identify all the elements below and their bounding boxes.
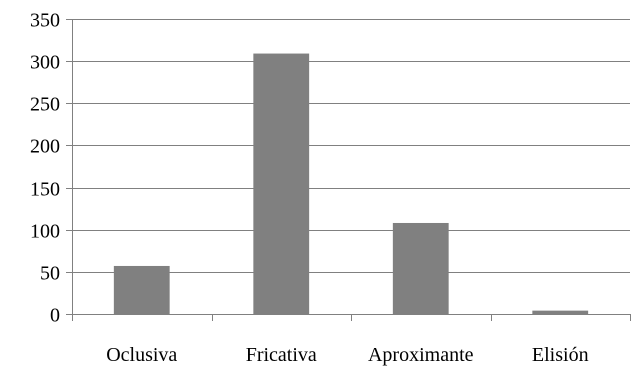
category-label: Oclusiva [106,344,177,366]
bar-oclusiva [113,265,170,314]
y-tick-label: 250 [30,94,60,116]
bars [113,53,589,315]
category-label: Fricativa [246,344,317,366]
y-tick-label: 0 [50,305,60,327]
axes [66,19,631,321]
gridlines [72,19,630,273]
y-tick-label: 100 [30,221,60,243]
x-axis-category-labels: Oclusiva Fricativa Aproximante Elisión [106,344,588,366]
y-tick-label: 50 [40,263,60,285]
bar-aproximante [392,222,449,314]
bar-fricativa [253,53,310,315]
y-axis-tick-labels: 0 50 100 150 200 250 300 350 [30,10,60,327]
y-tick-label: 150 [30,179,60,201]
y-tick-label: 200 [30,136,60,158]
y-tick-label: 300 [30,52,60,74]
category-label: Aproximante [368,344,474,366]
bar-elisión [532,310,589,314]
category-label: Elisión [532,344,589,366]
y-tick-label: 350 [30,10,60,32]
